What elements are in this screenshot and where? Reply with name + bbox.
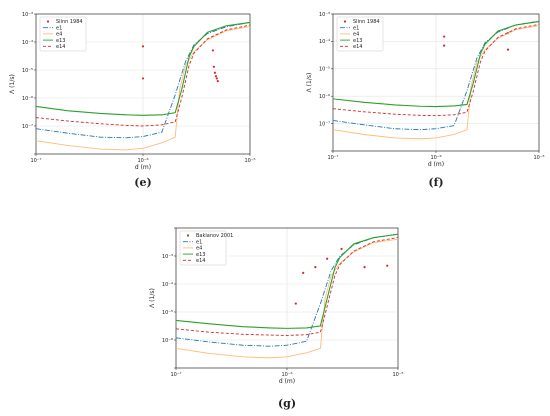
x-axis-label: d (m) [135,164,151,171]
x-tick-label: 10⁻⁵ [533,155,544,161]
y-tick-label: 10⁻⁵ [162,310,173,316]
legend-label: e14 [196,258,205,264]
data-point [213,71,217,74]
panel-label: (e) [134,176,151,189]
y-tick-label: 10⁻³ [319,12,330,18]
data-point [363,266,366,269]
legend-marker [343,20,347,23]
data-point [212,65,216,68]
data-point [216,80,219,83]
data-point [314,266,317,269]
y-tick-label: 10⁻³ [162,254,173,260]
series-line-e14 [36,24,250,127]
x-tick-label: 10⁻⁷ [30,158,41,164]
data-point [340,247,343,250]
legend-label: Slinn 1984 [56,19,83,25]
x-axis-label: d (m) [279,378,295,385]
chart-panel-2: 10⁻⁷ 10⁻⁶ 10⁻⁵ 10⁻⁷ 10⁻⁶ 10⁻⁵ 10⁻⁴ 10⁻³ d (m) Λ (… [306,12,545,189]
plot-area [333,20,539,140]
y-tick-label: 10⁻⁶ [162,338,173,344]
plot-area [36,21,250,151]
y-tick-label: 10⁻⁵ [22,68,33,74]
data-point [443,44,446,47]
x-tick-label: 10⁻⁶ [281,372,292,378]
series-line-e14 [333,23,539,117]
series-line-e4 [176,238,398,359]
series-line-e13 [36,21,250,116]
data-point [141,45,145,48]
legend-label: Baklanov 2001 [196,233,233,239]
chart-panel-3: 10⁻⁷ 10⁻⁶ 10⁻⁵ 10⁻⁶ 10⁻⁵ 10⁻⁴ 10⁻³ d (m) Λ (1/s)… [149,227,404,410]
y-tick-label: 10⁻⁷ [22,124,33,130]
series-line-e13 [176,233,398,329]
data-point [211,49,214,52]
legend-label: e13 [353,38,362,44]
plot-area [176,233,398,359]
legend-label: e4 [353,32,359,38]
legend-box [336,16,384,52]
data-point [302,271,305,274]
y-tick-label: 10⁻⁶ [319,94,330,100]
y-tick-label: 10⁻³ [22,12,33,18]
data-point [294,302,297,305]
series-line-e1 [176,233,398,347]
x-tick-label: 10⁻⁵ [244,158,255,164]
legend-label: e1 [353,25,359,31]
legend-label: e4 [56,32,62,38]
data-point [215,77,218,80]
series-line-e4 [333,25,539,140]
data-point [386,264,389,267]
data-point [141,77,145,80]
legend-label: e1 [56,25,62,31]
legend-label: e1 [196,239,202,245]
y-tick-label: 10⁻⁷ [319,121,330,127]
panel-label: (f) [428,176,443,189]
panel-label: (g) [278,397,296,410]
y-tick-label: 10⁻⁴ [22,40,33,46]
y-axis-label: Λ (1/s) [9,74,16,94]
legend-box [39,16,87,52]
legend-marker [46,20,50,23]
y-axis-label: Λ (1/s) [149,288,156,308]
data-point [506,48,510,51]
y-tick-label: 10⁻⁵ [319,67,330,73]
series-line-e4 [36,25,250,151]
series-line-e14 [176,236,398,336]
y-tick-label: 10⁻⁶ [22,96,33,102]
series-line-e1 [333,20,539,131]
chart-panel-1: 10⁻⁷ 10⁻⁶ 10⁻⁵ 10⁻⁷ 10⁻⁶ 10⁻⁵ 10⁻⁴ 10⁻³ d (m) Λ (… [9,12,256,189]
legend-label: e13 [196,252,205,258]
y-tick-label: 10⁻⁴ [162,282,173,288]
x-axis-label: d (m) [428,161,444,168]
legend-label: e14 [353,44,362,50]
y-tick-label: 10⁻⁴ [319,39,330,45]
legend-box [179,230,227,266]
legend-label: e14 [56,44,65,50]
legend-label: e4 [196,246,202,252]
series-line-e13 [333,21,539,108]
data-point [326,257,329,260]
x-tick-label: 10⁻⁶ [430,155,441,161]
legend-label: Slinn 1984 [353,19,380,25]
x-tick-label: 10⁻⁷ [327,155,338,161]
legend-marker [186,234,190,237]
y-axis-label: Λ (1/s) [306,73,313,93]
x-tick-label: 10⁻⁷ [170,372,181,378]
x-tick-label: 10⁻⁶ [137,158,148,164]
data-point [443,35,446,38]
legend-label: e13 [56,38,65,44]
x-tick-label: 10⁻⁵ [392,372,403,378]
data-point [214,75,217,78]
